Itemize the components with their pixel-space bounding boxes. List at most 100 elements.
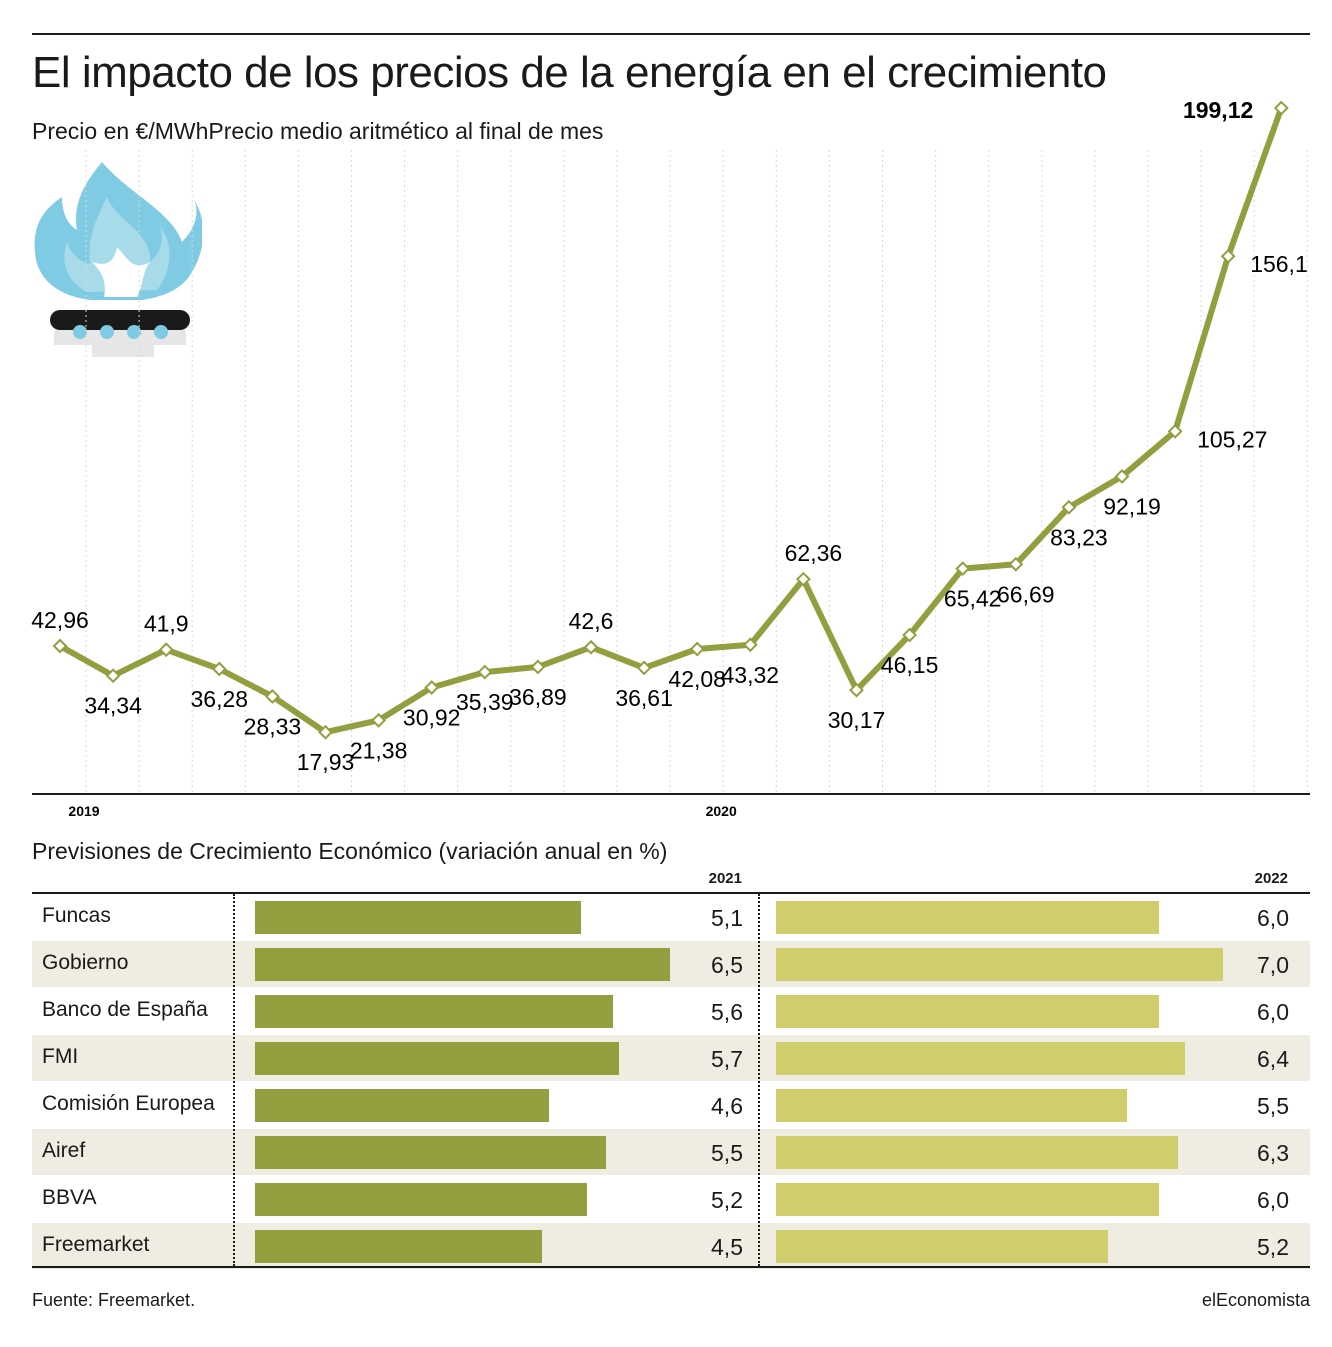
price-series-line	[58, 106, 1285, 736]
data-point-label: 36,89	[509, 684, 567, 710]
value-2021: 4,5	[711, 1234, 743, 1260]
value-2022: 5,5	[1257, 1093, 1289, 1119]
data-point-label: 42,6	[569, 608, 614, 634]
data-point-marker	[1114, 468, 1130, 484]
table-top-rule	[32, 892, 1310, 894]
bar-2022	[776, 1089, 1128, 1122]
forecast-row-label: Gobierno	[42, 951, 129, 974]
data-point-label: 42,96	[31, 607, 89, 633]
data-point-label: 65,42	[944, 586, 1002, 612]
data-point-marker	[1167, 423, 1183, 439]
column-header-2021: 2021	[708, 870, 742, 887]
grid-lines	[85, 150, 1308, 794]
data-point-marker	[1273, 100, 1289, 116]
value-2021: 5,5	[711, 1140, 743, 1166]
source-note: Fuente: Freemarket.	[32, 1290, 196, 1310]
value-2021: 5,2	[711, 1187, 743, 1213]
bar-2022	[776, 901, 1160, 934]
forecast-row-label: Banco de España	[42, 998, 208, 1021]
bar-2022	[776, 1042, 1185, 1075]
forecast-row: Comisión Europea 4,6 5,5	[32, 1082, 1310, 1128]
forecast-row: BBVA 5,2 6,0	[32, 1176, 1310, 1222]
data-point-marker	[211, 661, 227, 677]
value-2022: 6,3	[1257, 1140, 1289, 1166]
forecast-row-label: FMI	[42, 1045, 79, 1068]
data-point-marker	[1220, 248, 1236, 264]
data-point-label: 35,39	[456, 689, 514, 715]
forecast-row: Funcas 5,1 6,0	[32, 894, 1310, 940]
data-point-label: 41,9	[144, 611, 189, 637]
value-2021: 4,6	[711, 1093, 743, 1119]
value-2022: 6,0	[1257, 905, 1289, 931]
bar-2021	[255, 1136, 607, 1169]
data-point-marker	[583, 639, 599, 655]
data-point-label: 34,34	[84, 693, 142, 719]
data-point-marker	[902, 627, 918, 643]
bar-2021	[255, 948, 670, 981]
data-point-label: 92,19	[1103, 493, 1161, 519]
forecast-row: Freemarket 4,5 5,2	[32, 1223, 1310, 1269]
brand-logo: elEconomista	[1201, 1290, 1310, 1310]
data-point-label: 30,17	[828, 707, 886, 733]
bar-2021	[255, 1230, 543, 1263]
bar-2021	[255, 1183, 587, 1216]
column-header-2022: 2022	[1254, 870, 1288, 887]
data-point-label: 36,28	[191, 686, 249, 712]
point-labels: 42,9634,3441,936,2828,3317,9321,3830,923…	[31, 97, 1308, 775]
data-point-label: 36,61	[615, 685, 673, 711]
value-2022: 5,2	[1257, 1234, 1289, 1260]
bar-2022	[776, 1230, 1109, 1263]
forecast-row: FMI 5,7 6,4	[32, 1035, 1310, 1081]
value-2021: 6,5	[711, 952, 743, 978]
data-point-label: 30,92	[403, 704, 461, 730]
data-point-marker	[1061, 499, 1077, 515]
data-point-marker	[158, 642, 174, 658]
point-markers	[52, 100, 1289, 740]
value-2022: 7,0	[1257, 952, 1289, 978]
data-point-marker	[477, 664, 493, 680]
value-2021: 5,1	[711, 905, 743, 931]
forecast-row: Gobierno 6,5 7,0	[32, 941, 1310, 987]
bar-2022	[776, 1183, 1160, 1216]
data-point-label: 42,08	[668, 666, 726, 692]
data-point-marker	[264, 688, 280, 704]
value-2022: 6,0	[1257, 999, 1289, 1025]
gas-flame-icon	[34, 162, 202, 357]
value-2022: 6,4	[1257, 1046, 1289, 1072]
x-axis-ticks: 201920202021	[68, 803, 737, 819]
bar-2021	[255, 995, 613, 1028]
data-point-marker	[689, 641, 705, 657]
value-2021: 5,6	[711, 999, 743, 1025]
forecast-row: Banco de España 5,6 6,0	[32, 988, 1310, 1034]
bar-2022	[776, 995, 1160, 1028]
year-divider	[758, 894, 760, 1266]
bar-2021	[255, 901, 581, 934]
data-point-label: 199,12	[1183, 97, 1253, 123]
forecast-row-label: Funcas	[42, 904, 111, 927]
data-point-marker	[636, 660, 652, 676]
bar-2021	[255, 1042, 619, 1075]
top-rule	[32, 33, 1310, 35]
data-point-marker	[849, 682, 864, 698]
data-point-marker	[52, 638, 68, 654]
forecast-row-label: Comisión Europea	[42, 1092, 215, 1115]
data-point-label: 28,33	[244, 713, 302, 739]
x-tick-label: 2020	[706, 803, 737, 819]
data-point-marker	[318, 724, 333, 740]
data-point-marker	[955, 561, 971, 577]
data-point-label: 66,69	[997, 581, 1055, 607]
forecast-row: Airef 5,5 6,3	[32, 1129, 1310, 1175]
data-point-marker	[105, 668, 121, 684]
data-point-marker	[742, 637, 758, 653]
data-point-marker	[371, 712, 387, 728]
bar-2021	[255, 1089, 549, 1122]
data-point-marker	[530, 659, 546, 675]
price-line-chart: 201920202021 42,9634,3441,936,2828,3317,…	[31, 97, 1310, 819]
data-point-label: 62,36	[785, 540, 843, 566]
value-2021: 5,7	[711, 1046, 743, 1072]
bar-2022	[776, 1136, 1179, 1169]
data-point-label: 43,32	[722, 662, 780, 688]
data-point-label: 105,27	[1197, 426, 1267, 452]
data-point-label: 83,23	[1050, 524, 1108, 550]
chart-subtitle: Precio en €/MWhPrecio medio aritmético a…	[32, 118, 604, 144]
